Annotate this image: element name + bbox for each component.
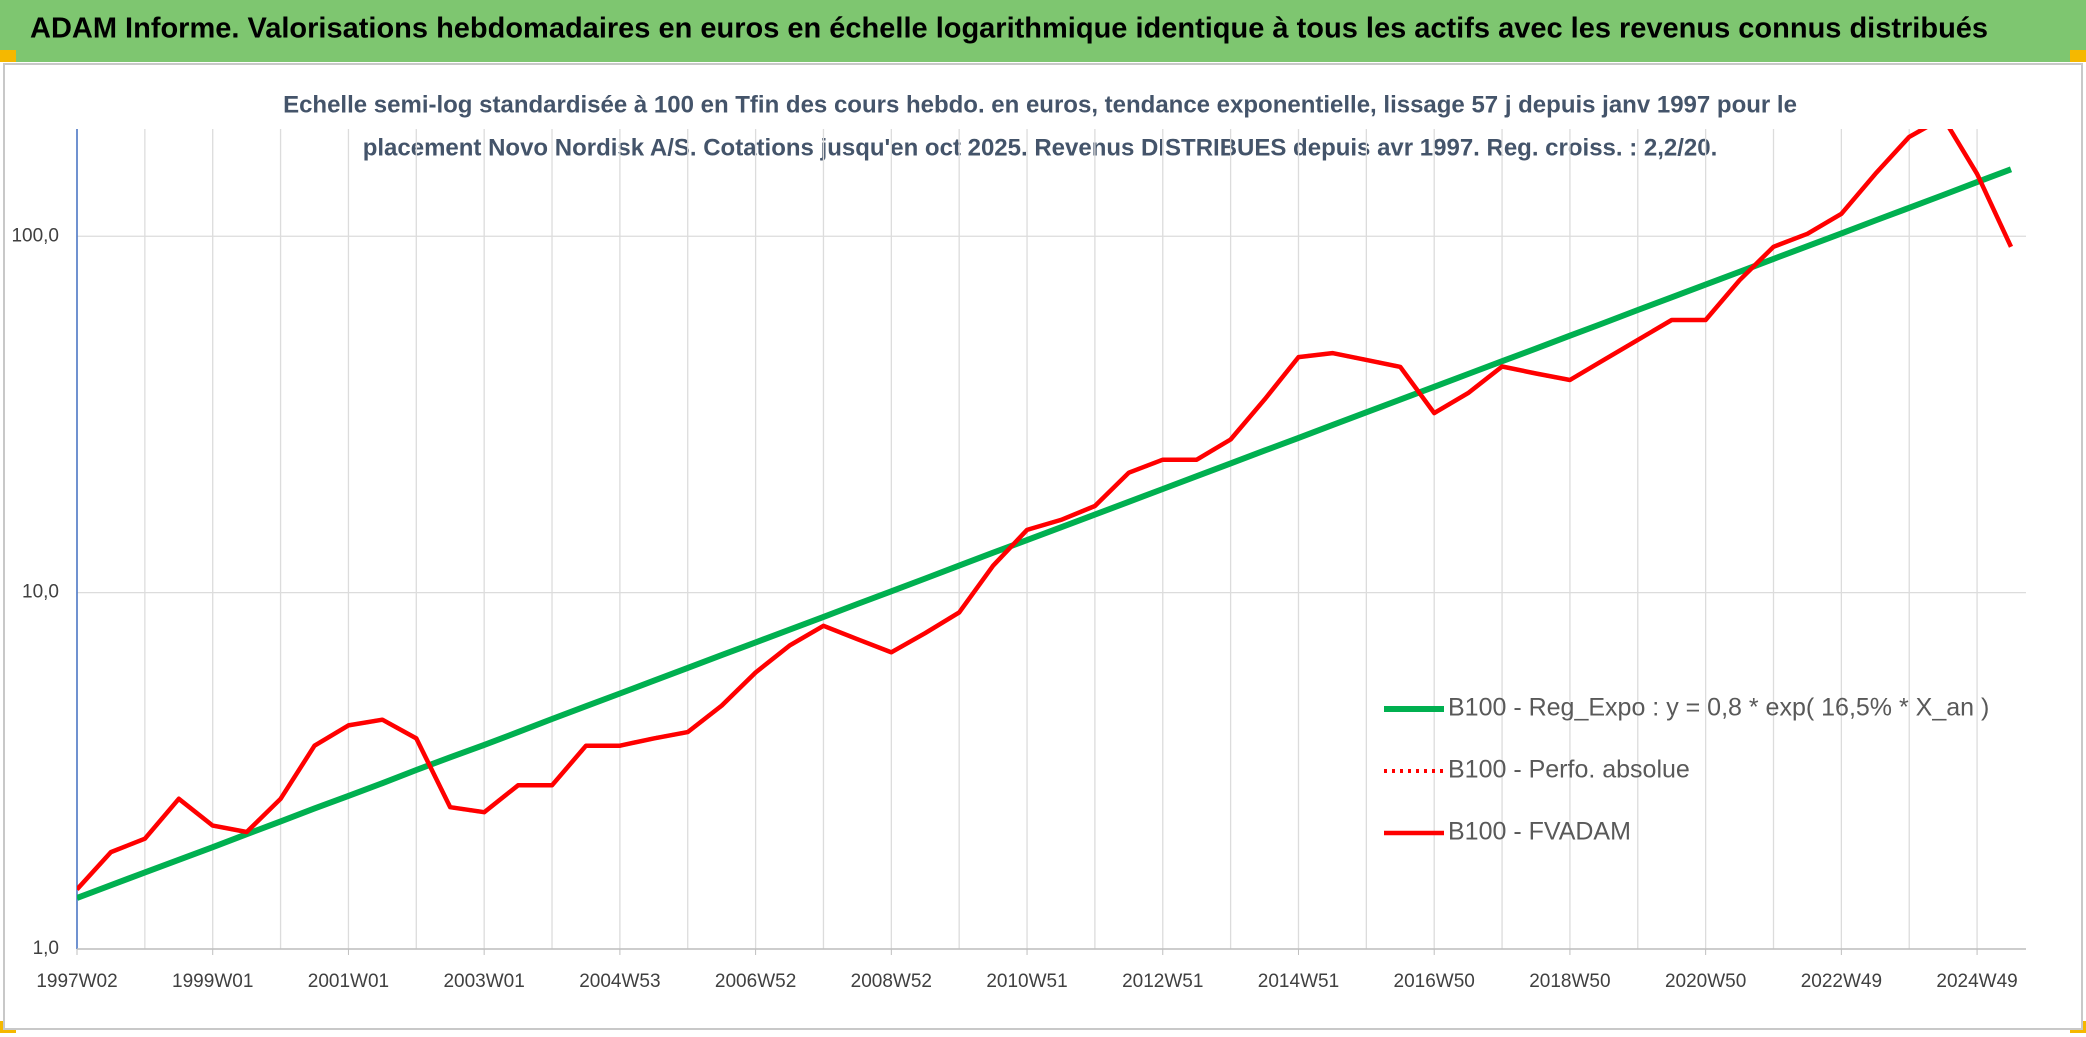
legend-label: B100 - Perfo. absolue [1448,756,1690,784]
x-tick-label: 2014W51 [1258,971,1339,992]
x-tick-label: 2003W01 [443,971,524,992]
corner-mark [2070,50,2086,62]
x-tick-label: 2006W52 [715,971,796,992]
chart-frame [3,63,2083,1030]
x-tick-label: 1999W01 [172,971,253,992]
x-tick-label: 2008W52 [851,971,932,992]
x-tick-label: 2016W50 [1394,971,1475,992]
header-band [0,0,2086,62]
chart-title: ADAM Informe. Valorisations hebdomadaire… [30,13,1988,45]
x-tick-label: 2020W50 [1665,971,1746,992]
legend-label: B100 - Reg_Expo : y = 0,8 * exp( 16,5% *… [1448,694,1989,722]
chart-subtitle: placement Novo Nordisk A/S. Cotations ju… [363,134,1718,161]
x-tick-label: 2004W53 [579,971,660,992]
x-tick-label: 2012W51 [1122,971,1203,992]
y-tick-label: 100,0 [11,225,59,246]
corner-mark [0,50,16,62]
x-tick-label: 2010W51 [986,971,1067,992]
x-tick-label: 2022W49 [1801,971,1882,992]
y-tick-label: 1,0 [33,938,59,959]
x-tick-label: 2001W01 [308,971,389,992]
chart-subtitle: Echelle semi-log standardisée à 100 en T… [283,91,1797,118]
x-tick-label: 2024W49 [1936,971,2017,992]
plot-area [77,129,2014,901]
y-tick-label: 10,0 [22,582,59,603]
series-line [77,166,2013,901]
x-tick-label: 1997W02 [36,971,117,992]
legend-label: B100 - FVADAM [1448,818,1631,846]
x-tick-label: 2018W50 [1529,971,1610,992]
series-line [77,129,2014,891]
